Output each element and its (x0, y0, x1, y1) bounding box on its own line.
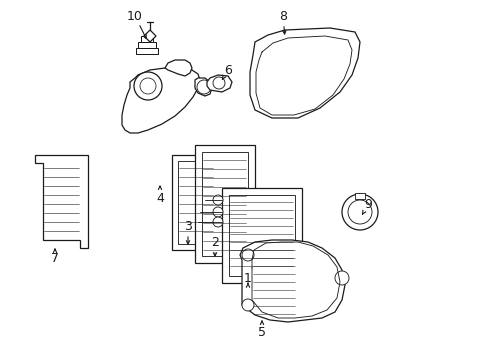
Polygon shape (240, 240, 345, 322)
Text: 6: 6 (224, 63, 231, 77)
Text: 5: 5 (258, 325, 265, 338)
Circle shape (347, 200, 371, 224)
Bar (136, 48, 158, 54)
Circle shape (213, 195, 223, 205)
Polygon shape (143, 30, 156, 42)
Polygon shape (195, 78, 212, 96)
Bar (202, 152, 247, 256)
Circle shape (213, 207, 223, 217)
Bar (178, 161, 214, 244)
Circle shape (213, 77, 224, 89)
Polygon shape (206, 75, 231, 92)
Circle shape (242, 249, 253, 261)
Bar (141, 36, 153, 42)
Bar (195, 145, 254, 263)
Circle shape (140, 78, 156, 94)
Text: 7: 7 (51, 252, 59, 265)
Circle shape (334, 271, 348, 285)
Circle shape (341, 194, 377, 230)
Bar (138, 42, 156, 48)
Circle shape (213, 217, 223, 227)
Polygon shape (249, 28, 359, 118)
Polygon shape (122, 68, 200, 133)
Polygon shape (35, 155, 88, 248)
Text: 2: 2 (211, 235, 219, 248)
Text: 1: 1 (244, 271, 251, 284)
Text: 4: 4 (156, 192, 163, 204)
Text: 10: 10 (127, 9, 142, 22)
Circle shape (197, 80, 210, 94)
Circle shape (242, 299, 253, 311)
Bar (222, 188, 302, 283)
Bar (228, 195, 294, 276)
Text: 3: 3 (183, 220, 192, 233)
Text: 8: 8 (279, 9, 286, 22)
Bar (172, 155, 220, 250)
Text: 9: 9 (364, 198, 371, 211)
Circle shape (134, 72, 162, 100)
Polygon shape (164, 60, 192, 76)
Bar (354, 193, 364, 199)
